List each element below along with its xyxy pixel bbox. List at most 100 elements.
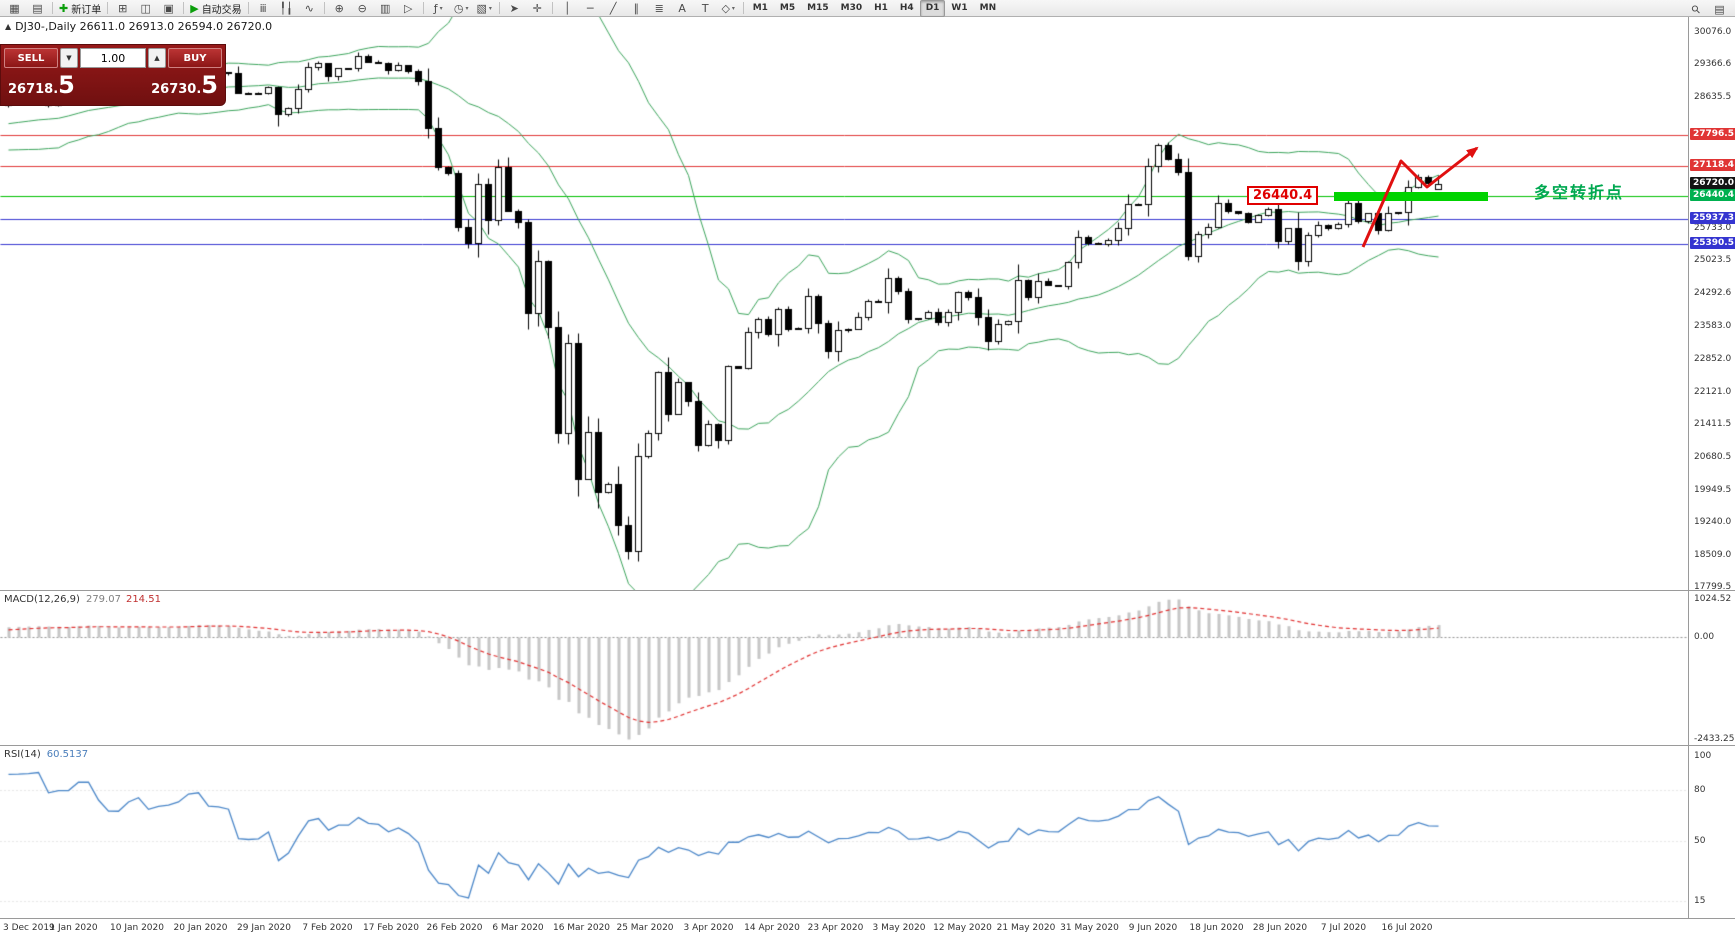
date-label: 16 Jul 2020 [1381, 923, 1433, 933]
new-order-icon: ✚ [59, 1, 69, 15]
zoom-in-button[interactable]: ⊕ [328, 0, 351, 17]
panel-separator[interactable] [0, 590, 1735, 591]
line-chart-icon: ∿ [304, 1, 314, 15]
timeframe-W1[interactable]: W1 [951, 3, 968, 13]
sell-price: 26718. 5 [8, 73, 75, 97]
fibonacci-button[interactable]: ≣ [648, 0, 671, 17]
macd-scale-label: -2433.25 [1694, 734, 1735, 744]
search-button[interactable]: ⚲ [1685, 1, 1708, 18]
autotrading-button[interactable]: ▶ 自动交易 [187, 0, 244, 17]
chart-title: ▲ DJ30-,Daily 26611.0 26913.0 26594.0 26… [5, 20, 272, 33]
data-window-icon: ◫ [140, 1, 151, 15]
date-label: 10 Jan 2020 [110, 923, 164, 933]
panel-separator[interactable] [0, 745, 1735, 746]
navigator-button[interactable]: ▣ [157, 0, 180, 17]
autotrading-label: 自动交易 [201, 4, 242, 16]
auto-scroll-icon: ▥ [379, 1, 391, 15]
price-tick: 25023.5 [1694, 255, 1732, 266]
volume-input[interactable] [80, 48, 146, 68]
zoom-out-icon: ⊖ [357, 1, 367, 15]
line-chart-button[interactable]: ∿ [298, 0, 321, 17]
timeframe-H4[interactable]: H4 [899, 3, 914, 13]
journal-button[interactable]: ▤ [1708, 1, 1731, 18]
periods-button[interactable]: ◷ ▾ [450, 0, 473, 17]
price-chart-canvas[interactable] [0, 17, 1688, 590]
price-badge: 25937.3 [1690, 212, 1735, 225]
date-label: 31 May 2020 [1060, 923, 1119, 933]
timeframe-D1[interactable]: D1 [919, 0, 946, 17]
price-tick: 19240.0 [1694, 516, 1732, 527]
price-tick: 25733.0 [1694, 223, 1732, 234]
autotrading-icon: ▶ [190, 1, 199, 15]
price-axis-separator [1688, 17, 1689, 918]
data-window-button[interactable]: ◫ [134, 0, 157, 17]
timeframe-M1[interactable]: M1 [752, 3, 768, 13]
rsi-name: RSI(14) [4, 749, 41, 760]
crosshair-button[interactable]: ✛ [526, 0, 549, 17]
macd-panel-canvas[interactable] [0, 591, 1688, 745]
rsi-panel-canvas[interactable] [0, 746, 1688, 918]
volume-decrease-button[interactable]: ▼ [60, 48, 78, 68]
sell-button[interactable]: SELL [4, 48, 58, 68]
zoom-out-button[interactable]: ⊖ [351, 0, 374, 17]
new-order-button[interactable]: ✚ 新订单 [56, 0, 104, 17]
text-button[interactable]: A [671, 0, 694, 17]
vertical-line-button[interactable]: │ [556, 0, 579, 17]
market-watch-icon: ⊞ [118, 1, 128, 15]
text-label-icon: T [701, 1, 709, 15]
indicators-icon: ƒ [433, 1, 438, 15]
trendline-icon: ╱ [609, 1, 617, 15]
timeframe-M5[interactable]: M5 [779, 3, 796, 13]
price-badge: 27796.5 [1690, 128, 1735, 141]
rsi-level-label: 15 [1694, 895, 1706, 906]
date-label: 3 May 2020 [872, 923, 926, 933]
cursor-button[interactable]: ➤ [503, 0, 526, 17]
templates-icon: ▧ [476, 1, 487, 15]
bar-chart-icon: ⅲ [259, 1, 267, 15]
volume-increase-button[interactable]: ▲ [148, 48, 166, 68]
trendline-button[interactable]: ╱ [602, 0, 625, 17]
auto-scroll-button[interactable]: ▥ [374, 0, 397, 17]
chart-shift-button[interactable]: ▷ [397, 0, 420, 17]
macd-scale-label: 0.00 [1694, 632, 1715, 643]
equidistant-channel-icon: ∥ [633, 1, 639, 15]
horizontal-line-button[interactable]: ─ [579, 0, 602, 17]
timeframe-M15[interactable]: M15 [807, 3, 829, 13]
price-tick: 22121.0 [1694, 386, 1732, 397]
arrows-button[interactable]: ◇ ▾ [717, 0, 740, 17]
equidistant-channel-button[interactable]: ∥ [625, 0, 648, 17]
market-watch-button[interactable]: ⊞ [111, 0, 134, 17]
timeframe-MN[interactable]: MN [979, 3, 997, 13]
toolbar-separator [183, 2, 185, 14]
rsi-level-label: 50 [1694, 836, 1706, 846]
bar-chart-button[interactable]: ⅲ [252, 0, 275, 17]
text-label-button[interactable]: T [694, 0, 717, 17]
timeframe-M30[interactable]: M30 [840, 3, 863, 13]
timeframe-H1[interactable]: H1 [874, 3, 888, 13]
rsi-value: 60.5137 [46, 749, 89, 760]
support-zone-bar [1334, 192, 1488, 201]
new-chart-button[interactable]: ▦ [3, 0, 26, 17]
vertical-line-icon: │ [563, 1, 571, 15]
date-label: 9 Jun 2020 [1128, 923, 1178, 933]
date-label: 14 Apr 2020 [744, 923, 800, 933]
candlestick-chart-icon: ╿╽ [279, 1, 293, 15]
support-level-label: 26440.4 [1247, 186, 1319, 205]
chart-profiles-button[interactable]: ▤ [26, 0, 49, 17]
candlestick-chart-button[interactable]: ╿╽ [275, 0, 298, 17]
panel-separator [0, 918, 1735, 919]
buy-price-big: 5 [201, 71, 218, 99]
buy-price-small: 26730. [151, 82, 202, 97]
indicators-button[interactable]: ƒ ▾ [427, 0, 450, 17]
buy-button[interactable]: BUY [168, 48, 222, 68]
rsi-level-label: 100 [1694, 751, 1712, 761]
arrows-caret-icon: ▾ [731, 4, 735, 12]
date-label: 28 Jun 2020 [1252, 923, 1308, 933]
date-label: 23 Apr 2020 [807, 923, 864, 933]
price-badge: 25390.5 [1690, 236, 1735, 249]
templates-button[interactable]: ▧ ▾ [473, 0, 496, 17]
date-label: 12 May 2020 [933, 923, 992, 933]
chart-symbol-icon: ▲ [5, 22, 12, 31]
date-label: 29 Jan 2020 [237, 923, 291, 933]
toolbar-separator [323, 2, 325, 14]
